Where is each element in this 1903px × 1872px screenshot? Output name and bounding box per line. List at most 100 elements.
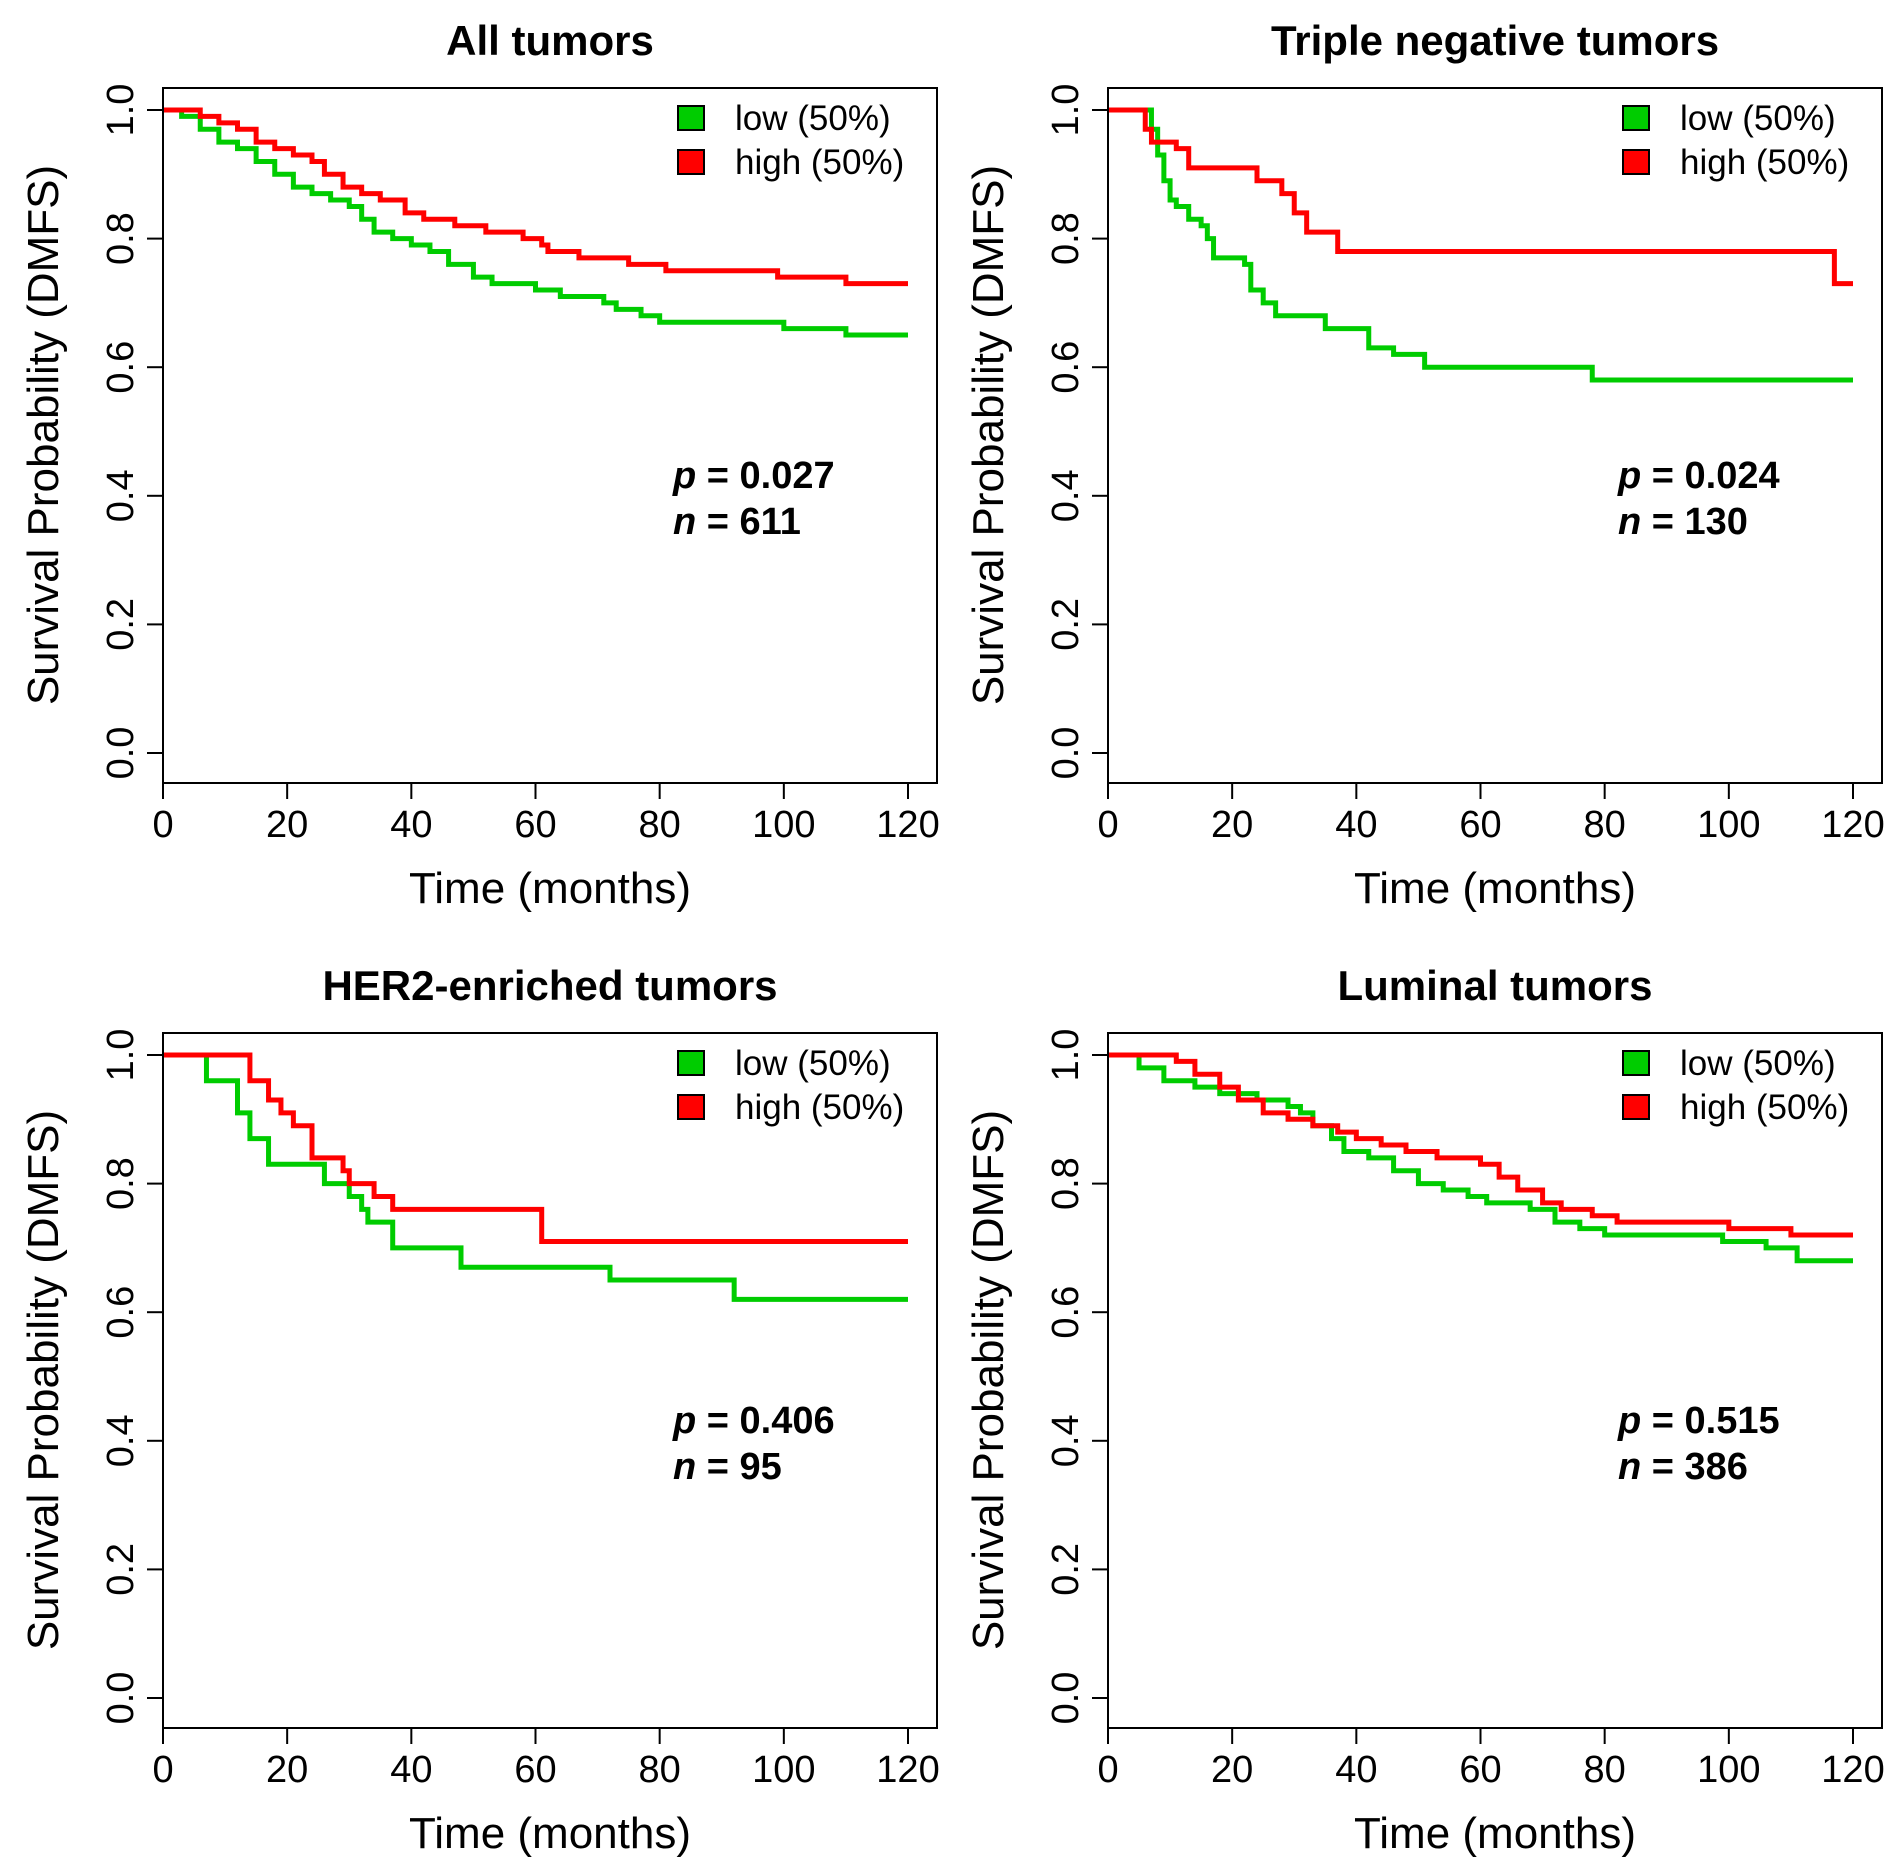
p-value-label: p = 0.024 <box>1617 455 1780 497</box>
y-axis-label: Survival Probability (DMFS) <box>964 165 1013 705</box>
survival-curves <box>1108 1052 1853 1264</box>
y-tick-label: 0.8 <box>1045 1157 1087 1210</box>
x-tick-label: 20 <box>266 804 308 846</box>
legend-label-high: high (50%) <box>735 143 904 182</box>
y-tick-label: 0.2 <box>1045 1543 1087 1596</box>
x-axis-label: Time (months) <box>409 1809 691 1858</box>
y-tick-label: 0.4 <box>100 1414 142 1467</box>
axes-ticks: 0 20 40 60 80 100 120 0.0 0.2 0.4 0.6 0.8 1.0 <box>100 84 940 846</box>
p-value: 0.406 <box>740 1400 835 1442</box>
p-value: 0.027 <box>740 455 835 497</box>
x-tick-label: 100 <box>1697 1749 1760 1791</box>
legend-label-low: low (50%) <box>1680 1044 1836 1083</box>
plot-frame <box>1107 1032 1883 1729</box>
x-tick-label: 100 <box>752 1749 815 1791</box>
x-tick-label: 20 <box>1211 804 1253 846</box>
y-tick-label: 0.2 <box>100 1543 142 1596</box>
legend-swatch-low <box>1622 105 1650 131</box>
y-tick-label: 0.8 <box>100 212 142 265</box>
legend: low (50%) high (50%) <box>677 99 904 182</box>
stats-annotation: p = 0.515 n = 386 <box>1617 1400 1780 1488</box>
legend-label-high: high (50%) <box>735 1088 904 1127</box>
y-axis-label: Survival Probability (DMFS) <box>19 165 68 705</box>
y-tick-label: 1.0 <box>1045 84 1087 137</box>
n-value-label: n = 95 <box>673 1446 782 1488</box>
x-tick-label: 60 <box>514 1749 556 1791</box>
y-tick-label: 0.4 <box>1045 1414 1087 1467</box>
p-value-label: p = 0.515 <box>1617 1400 1780 1442</box>
x-tick-label: 60 <box>1459 804 1501 846</box>
curve-high <box>163 1052 908 1244</box>
p-value-label: p = 0.027 <box>672 455 835 497</box>
x-tick-label: 100 <box>752 804 815 846</box>
y-tick-label: 0.4 <box>100 469 142 522</box>
x-tick-label: 0 <box>152 1749 173 1791</box>
n-value: 386 <box>1685 1446 1748 1488</box>
p-value-label: p = 0.406 <box>672 1400 835 1442</box>
curve-high <box>1108 107 1853 287</box>
x-tick-label: 80 <box>1584 1749 1626 1791</box>
panel-triple-negative: Triple negative tumors 0 20 40 60 80 100 120 0.… <box>964 17 1885 913</box>
curve-low <box>163 1052 908 1302</box>
y-tick-label: 0.8 <box>1045 212 1087 265</box>
x-tick-label: 40 <box>1335 1749 1377 1791</box>
legend-label-low: low (50%) <box>1680 99 1836 138</box>
axes-ticks: 0 20 40 60 80 100 120 0.0 0.2 0.4 0.6 0.8 1.0 <box>1045 84 1885 846</box>
y-tick-label: 0.0 <box>100 727 142 780</box>
stats-annotation: p = 0.406 n = 95 <box>672 1400 835 1488</box>
y-tick-label: 1.0 <box>100 1029 142 1082</box>
x-tick-label: 40 <box>1335 804 1377 846</box>
plot-frame <box>1107 87 1883 784</box>
n-value-label: n = 130 <box>1618 501 1748 543</box>
legend-swatch-high <box>677 149 705 175</box>
y-tick-label: 0.8 <box>100 1157 142 1210</box>
x-tick-label: 40 <box>390 804 432 846</box>
x-tick-label: 0 <box>1097 804 1118 846</box>
p-value: 0.515 <box>1685 1400 1780 1442</box>
curve-high <box>163 107 908 287</box>
y-tick-label: 0.6 <box>100 341 142 394</box>
survival-curves <box>163 1052 908 1302</box>
legend-swatch-low <box>1622 1050 1650 1076</box>
axes-ticks: 0 20 40 60 80 100 120 0.0 0.2 0.4 0.6 0.8 1.0 <box>1045 1029 1885 1791</box>
survival-curves <box>1108 107 1853 383</box>
n-value: 130 <box>1685 501 1748 543</box>
x-tick-label: 0 <box>1097 1749 1118 1791</box>
y-tick-label: 0.4 <box>1045 469 1087 522</box>
x-tick-label: 20 <box>1211 1749 1253 1791</box>
curve-low <box>1108 1052 1853 1264</box>
y-axis-label: Survival Probability (DMFS) <box>19 1110 68 1650</box>
survival-curves <box>163 107 908 338</box>
legend-swatch-high <box>1622 149 1650 175</box>
legend-label-high: high (50%) <box>1680 143 1849 182</box>
panel-title: All tumors <box>446 17 654 64</box>
legend-label-high: high (50%) <box>1680 1088 1849 1127</box>
curve-high <box>1108 1052 1853 1238</box>
y-axis-label: Survival Probability (DMFS) <box>964 1110 1013 1650</box>
n-value-label: n = 386 <box>1618 1446 1748 1488</box>
y-tick-label: 1.0 <box>1045 1029 1087 1082</box>
x-axis-label: Time (months) <box>1354 1809 1636 1858</box>
y-tick-label: 0.0 <box>1045 727 1087 780</box>
plot-frame <box>162 87 938 784</box>
legend: low (50%) high (50%) <box>1622 99 1849 182</box>
y-tick-label: 1.0 <box>100 84 142 137</box>
legend-label-low: low (50%) <box>735 1044 891 1083</box>
n-value: 611 <box>740 501 801 543</box>
panel-title: HER2-enriched tumors <box>322 962 777 1009</box>
n-value: 95 <box>740 1446 782 1488</box>
panel-her2-enriched: HER2-enriched tumors 0 20 40 60 80 100 1200.00… <box>19 962 940 1858</box>
stats-annotation: p = 0.024 n = 130 <box>1617 455 1780 543</box>
y-tick-label: 0.2 <box>1045 598 1087 651</box>
plot-frame <box>162 1032 938 1729</box>
panel-luminal: Luminal tumors 0 20 40 60 80 100 1200.00.20.40… <box>964 962 1885 1858</box>
y-tick-label: 0.0 <box>100 1672 142 1725</box>
legend: low (50%) high (50%) <box>1622 1044 1849 1127</box>
x-tick-label: 60 <box>1459 1749 1501 1791</box>
y-tick-label: 0.6 <box>100 1286 142 1339</box>
curve-low <box>1108 107 1853 383</box>
curve-low <box>163 107 908 338</box>
x-tick-label: 80 <box>639 804 681 846</box>
x-tick-label: 120 <box>1821 1749 1884 1791</box>
